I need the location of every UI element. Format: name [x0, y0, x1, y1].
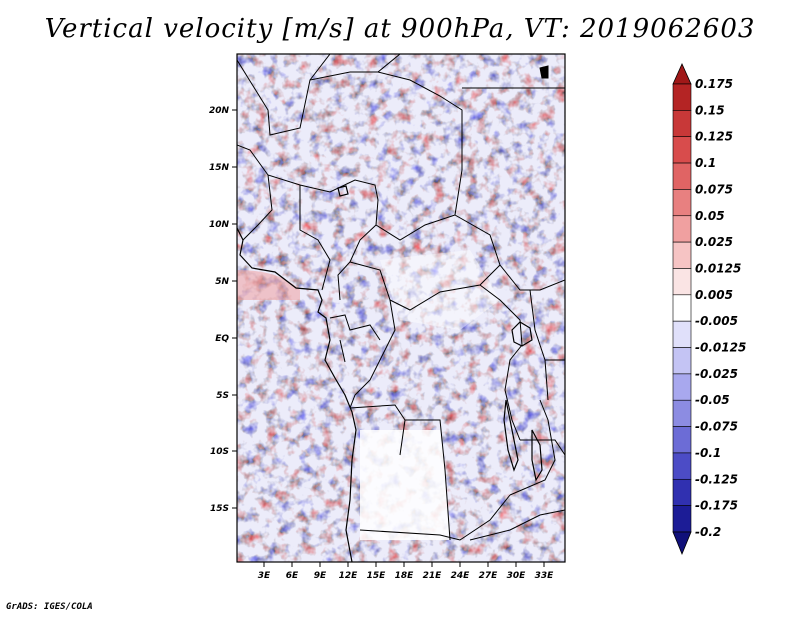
map-panel: [236, 53, 566, 563]
colorbar-bin: [672, 478, 692, 506]
lon-tick-label: 3E: [258, 571, 271, 581]
colorbar-label: 0.1: [695, 156, 716, 170]
latitude-axis: 20N 15N 10N 5N EQ 5S 10S 15S: [209, 106, 237, 514]
colorbar-label: 0.05: [695, 209, 725, 223]
colorbar-bin: [672, 505, 692, 533]
map-frame: [236, 53, 566, 563]
colorbar-label: 0.005: [695, 288, 733, 302]
lon-tick-label: 18E: [395, 571, 415, 581]
lat-tick-label: 10S: [210, 447, 229, 457]
grads-credit: GrADS: IGES/COLA: [6, 602, 93, 612]
lat-tick-label: 10N: [209, 220, 230, 230]
colorbar-bin: [672, 268, 692, 296]
lat-tick-label: 15S: [210, 504, 229, 514]
lon-tick-label: 12E: [339, 571, 359, 581]
lon-tick-label: 24E: [451, 571, 471, 581]
colorbar-bin: [672, 347, 692, 375]
colorbar-min-arrow: [672, 531, 692, 556]
lon-tick-label: 9E: [314, 571, 327, 581]
lat-tick-label: EQ: [215, 334, 229, 344]
colorbar-bin: [672, 215, 692, 243]
colorbar-label: 0.025: [695, 235, 733, 249]
colorbar-bin: [672, 320, 692, 348]
country-borders: [237, 54, 565, 562]
map-title: Vertical velocity [m/s] at 900hPa, VT: 2…: [44, 14, 756, 44]
lon-tick-label: 21E: [423, 571, 443, 581]
lat-tick-label: 5S: [216, 391, 229, 401]
colorbar-bin: [672, 452, 692, 480]
colorbar-bin: [672, 110, 692, 138]
colorbar-max-arrow: [672, 63, 692, 85]
colorbar-bin: [672, 294, 692, 322]
colorbar-label: 0.15: [695, 103, 725, 117]
colorbar-label: -0.175: [695, 499, 738, 513]
colorbar-label: 0.0125: [695, 261, 741, 275]
colorbar: 0.175 0.15 0.125 0.1 0.075 0.05 0.025 0.0125 0.0…: [672, 63, 746, 556]
colorbar-bin: [672, 426, 692, 454]
colorbar-label: -0.125: [695, 472, 738, 486]
lat-tick-label: 15N: [209, 163, 230, 173]
colorbar-label: 0.175: [695, 77, 733, 91]
colorbar-bin: [672, 241, 692, 269]
colorbar-label: -0.075: [695, 420, 738, 434]
longitude-axis: 3E 6E 9E 12E 15E 18E 21E 24E 27E 30E 33E: [258, 562, 554, 581]
colorbar-bin: [672, 83, 692, 111]
colorbar-label: -0.05: [695, 393, 730, 407]
colorbar-label: 0.125: [695, 130, 733, 144]
lon-tick-label: 27E: [479, 571, 499, 581]
lon-tick-label: 30E: [507, 571, 527, 581]
colorbar-label: 0.075: [695, 182, 733, 196]
lat-tick-label: 5N: [215, 277, 229, 287]
colorbar-bin: [672, 136, 692, 164]
lon-tick-label: 6E: [286, 571, 299, 581]
lon-tick-label: 15E: [367, 571, 387, 581]
colorbar-label: -0.2: [695, 525, 721, 539]
colorbar-label: -0.005: [695, 314, 738, 328]
lat-tick-label: 20N: [209, 106, 230, 116]
colorbar-label: -0.025: [695, 367, 738, 381]
colorbar-bin: [672, 162, 692, 190]
colorbar-label: -0.1: [695, 446, 721, 460]
lon-tick-label: 33E: [535, 571, 555, 581]
colorbar-label: -0.0125: [695, 341, 746, 355]
colorbar-bin: [672, 399, 692, 427]
colorbar-bin: [672, 373, 692, 401]
colorbar-bin: [672, 189, 692, 217]
